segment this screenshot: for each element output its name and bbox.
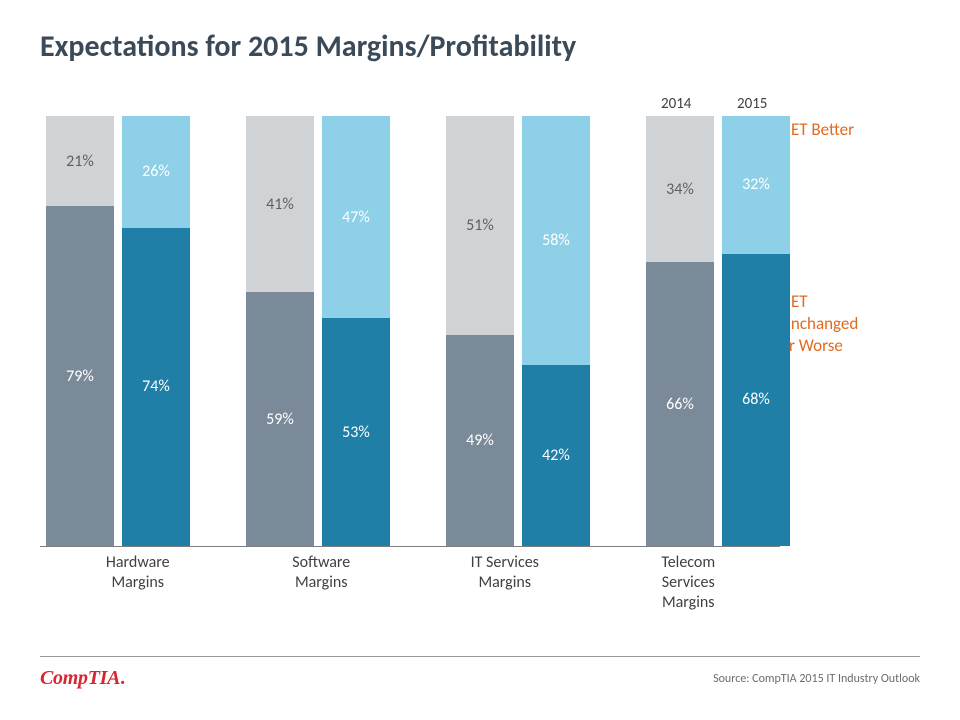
legend: NET Better NETUnchangedor Worse <box>780 95 920 357</box>
footer: CompTIA. Source: CompTIA 2015 IT Industr… <box>40 656 920 690</box>
seg-top: 34% <box>646 116 714 262</box>
x-label: HardwareMargins <box>46 553 230 613</box>
source-text: Source: CompTIA 2015 IT Industry Outlook <box>713 672 920 686</box>
seg-top: 41% <box>246 116 314 292</box>
x-label: TelecomServicesMargins <box>597 553 781 613</box>
year-label-2015: 2015 <box>737 95 767 113</box>
slide: Expectations for 2015 Margins/Profitabil… <box>0 0 960 720</box>
bar-group: 41%59%47%53% <box>246 116 390 546</box>
chart-title: Expectations for 2015 Margins/Profitabil… <box>40 28 920 65</box>
comptia-logo: CompTIA. <box>40 667 125 690</box>
footer-divider <box>40 656 920 657</box>
legend-bottom: NETUnchangedor Worse <box>780 291 920 357</box>
plot-area: 2014 2015 21%79%26%74% 41%59%47%53% 51%49%… <box>40 95 780 613</box>
seg-bottom: 68% <box>722 254 790 546</box>
seg-bottom: 49% <box>446 335 514 546</box>
x-label: IT ServicesMargins <box>413 553 597 613</box>
seg-top: 21% <box>46 116 114 206</box>
year-label-2014: 2014 <box>661 95 691 113</box>
bar-y2014: 34%66% <box>646 116 714 546</box>
seg-bottom: 53% <box>322 318 390 546</box>
bar-y2015: 47%53% <box>322 116 390 546</box>
bar-y2015: 58%42% <box>522 116 590 546</box>
bar-group: 21%79%26%74% <box>46 116 190 546</box>
bar-group: 34%66%32%68% <box>646 116 790 546</box>
seg-bottom: 42% <box>522 365 590 546</box>
bars: 21%79%26%74% 41%59%47%53% 51%49%58%42% 34%6… <box>40 117 780 547</box>
seg-bottom: 74% <box>122 228 190 546</box>
seg-bottom: 79% <box>46 206 114 546</box>
x-axis-labels: HardwareMarginsSoftwareMarginsIT Service… <box>40 547 780 613</box>
seg-top: 58% <box>522 116 590 365</box>
year-labels: 2014 2015 <box>40 95 780 117</box>
seg-top: 26% <box>122 116 190 228</box>
seg-bottom: 66% <box>646 262 714 546</box>
chart: 2014 2015 21%79%26%74% 41%59%47%53% 51%49%… <box>40 95 920 613</box>
legend-top: NET Better <box>780 119 920 141</box>
bar-y2014: 51%49% <box>446 116 514 546</box>
bar-y2015: 26%74% <box>122 116 190 546</box>
seg-bottom: 59% <box>246 292 314 546</box>
bar-y2015: 32%68% <box>722 116 790 546</box>
bar-group: 51%49%58%42% <box>446 116 590 546</box>
seg-top: 32% <box>722 116 790 254</box>
bar-y2014: 21%79% <box>46 116 114 546</box>
x-label: SoftwareMargins <box>230 553 414 613</box>
seg-top: 47% <box>322 116 390 318</box>
seg-top: 51% <box>446 116 514 335</box>
bar-y2014: 41%59% <box>246 116 314 546</box>
